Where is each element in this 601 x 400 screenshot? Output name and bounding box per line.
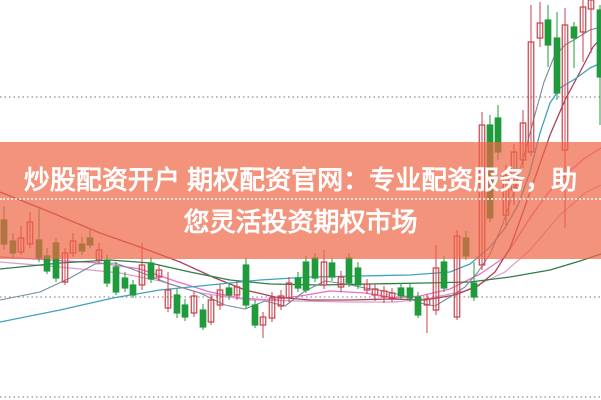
- candle-up: [268, 297, 276, 319]
- candle-down: [311, 257, 319, 279]
- candle-down: [242, 264, 250, 306]
- ma-green: [0, 253, 601, 286]
- candle-down: [354, 267, 362, 286]
- candle-down: [596, 9, 601, 78]
- candle-down: [199, 309, 207, 328]
- candle-down: [121, 277, 129, 289]
- candle-down: [328, 262, 336, 278]
- candle-down: [553, 37, 561, 94]
- candle-down: [397, 287, 405, 297]
- candle-up: [138, 264, 146, 286]
- candle-up: [587, 0, 595, 10]
- candle-up: [579, 6, 587, 33]
- candle-up: [423, 298, 431, 306]
- candle-down: [251, 304, 259, 326]
- candle-up: [371, 288, 379, 296]
- candle-down: [173, 294, 181, 314]
- candle-down: [345, 257, 353, 284]
- candle-down: [129, 284, 137, 296]
- candle-down: [181, 304, 189, 318]
- candle-down: [225, 287, 233, 296]
- candle-down: [570, 26, 578, 39]
- candle-up: [277, 295, 285, 307]
- candle-up: [380, 290, 388, 298]
- candle-down: [147, 262, 155, 280]
- candle-down: [302, 261, 310, 291]
- candle-up: [216, 289, 224, 306]
- candle-up: [164, 289, 172, 309]
- candle-up: [285, 282, 293, 299]
- candle-up: [536, 22, 544, 39]
- dotted-gridline: [0, 198, 601, 200]
- candle-down: [103, 259, 111, 284]
- promo-text-line1: 炒股配资开户 期权配资官网：专业配资服务，助: [23, 164, 578, 195]
- candle-up: [259, 316, 267, 326]
- candle-up: [155, 269, 163, 278]
- candle-down: [112, 266, 120, 293]
- candle-down: [470, 282, 478, 298]
- candle-up: [388, 292, 396, 299]
- candle-up: [337, 276, 345, 288]
- gridlines-group: [0, 96, 601, 398]
- candle-down: [406, 287, 414, 299]
- promo-text-line2: 您灵活投资期权市场: [183, 206, 418, 237]
- candle-down: [294, 277, 302, 289]
- candle-up: [432, 267, 440, 311]
- candle-down: [544, 19, 552, 46]
- candle-down: [440, 261, 448, 289]
- candle-up: [233, 286, 241, 296]
- candle-down: [414, 296, 422, 316]
- candle-up: [190, 295, 198, 314]
- candle-up: [363, 283, 371, 291]
- promo-banner-overlay: 炒股配资开户 期权配资官网：专业配资服务，助 您灵活投资期权市场: [0, 142, 601, 259]
- candle-up: [320, 261, 328, 286]
- candle-up: [207, 299, 215, 323]
